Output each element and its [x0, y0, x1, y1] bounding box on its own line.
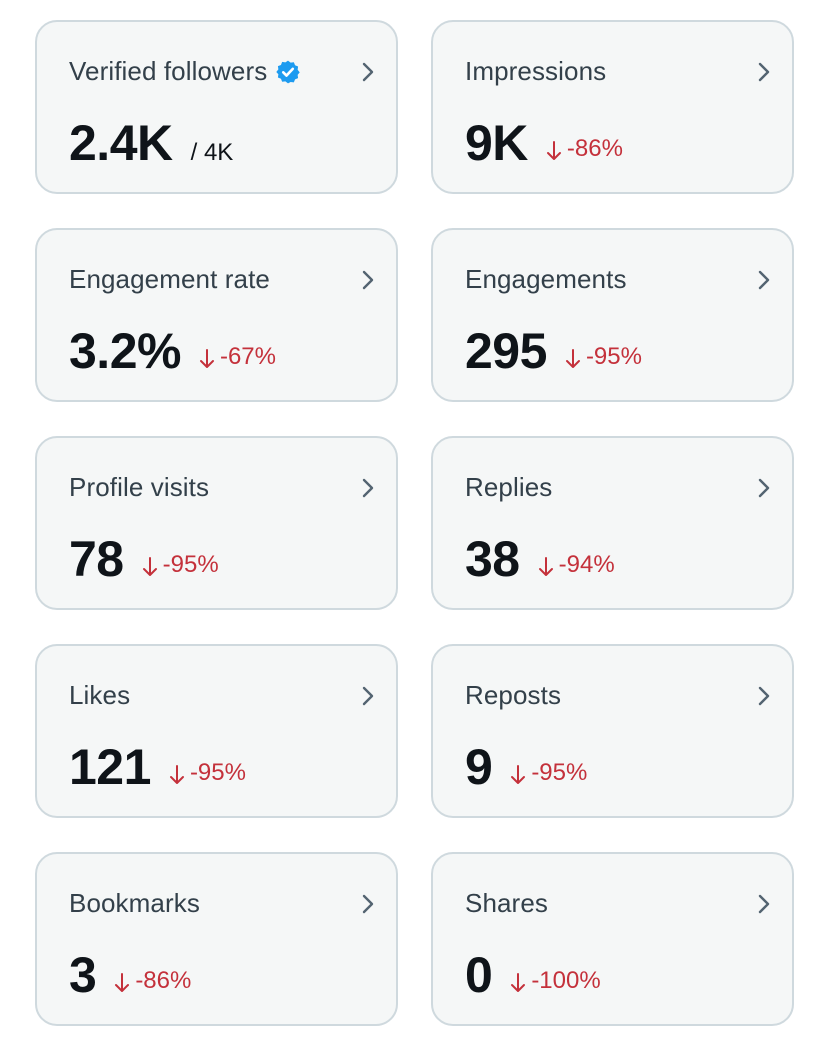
arrow-down-icon — [511, 973, 526, 992]
metric-change: -94% — [538, 551, 615, 579]
metric-change-value: -67% — [219, 343, 276, 370]
metric-card-likes[interactable]: Likes 121 -95% — [35, 644, 398, 818]
metric-change: -86% — [114, 967, 191, 995]
metric-label: Profile visits — [69, 472, 210, 502]
chevron-right-icon — [362, 478, 374, 498]
metric-change: -95% — [169, 759, 246, 787]
metric-value: 9K — [465, 115, 528, 171]
metric-card-profile-visits[interactable]: Profile visits 78 -95% — [35, 436, 398, 610]
metric-change: -86% — [546, 135, 623, 163]
arrow-down-icon — [565, 349, 580, 368]
metric-change-value: -100% — [531, 967, 601, 994]
metric-label: Reposts — [465, 680, 562, 710]
metric-change-value: -86% — [566, 135, 623, 162]
metric-label: Engagements — [465, 264, 627, 294]
metric-value-row: 3.2% -67% — [69, 322, 276, 380]
metric-label: Shares — [465, 888, 548, 918]
metric-card-reposts[interactable]: Reposts 9 -95% — [431, 644, 794, 818]
metric-change-value: -95% — [162, 551, 219, 578]
metric-change: -67% — [199, 343, 276, 371]
metric-value-row: 9K -86% — [465, 114, 623, 172]
arrow-down-icon — [142, 557, 157, 576]
metric-card-impressions[interactable]: Impressions 9K -86% — [431, 20, 794, 194]
arrow-down-icon — [199, 349, 214, 368]
metric-change-value: -95% — [531, 759, 588, 786]
metric-total: / 4K — [190, 139, 234, 166]
chevron-right-icon — [758, 62, 770, 82]
metric-card-bookmarks[interactable]: Bookmarks 3 -86% — [35, 852, 398, 1026]
metric-value-row: 0 -100% — [465, 946, 601, 1004]
metric-card-replies[interactable]: Replies 38 -94% — [431, 436, 794, 610]
metric-label: Impressions — [465, 56, 607, 86]
arrow-down-icon — [169, 765, 184, 784]
metric-value-row: 121 -95% — [69, 738, 246, 796]
chevron-right-icon — [758, 686, 770, 706]
metric-change: -100% — [510, 967, 601, 995]
metric-label: Bookmarks — [69, 888, 200, 918]
metric-change: -95% — [510, 759, 587, 787]
metric-card-engagement-rate[interactable]: Engagement rate 3.2% -67% — [35, 228, 398, 402]
metric-value: 295 — [465, 323, 547, 379]
chevron-right-icon — [362, 894, 374, 914]
chevron-right-icon — [758, 894, 770, 914]
metric-label: Engagement rate — [69, 264, 270, 294]
chevron-right-icon — [758, 270, 770, 290]
metric-card-engagements[interactable]: Engagements 295 -95% — [431, 228, 794, 402]
chevron-right-icon — [758, 478, 770, 498]
metric-value: 38 — [465, 531, 520, 587]
metric-value: 0 — [465, 947, 493, 1003]
metric-card-verified-followers[interactable]: Verified followers 2.4K / 4K — [35, 20, 398, 194]
metric-value-row: 295 -95% — [465, 322, 642, 380]
metric-value-row: 2.4K / 4K — [69, 114, 233, 172]
metric-value: 3.2% — [69, 323, 181, 379]
metric-value-row: 78 -95% — [69, 530, 219, 588]
metric-value: 121 — [69, 739, 151, 795]
arrow-down-icon — [546, 141, 561, 160]
chevron-right-icon — [362, 62, 374, 82]
metric-card-shares[interactable]: Shares 0 -100% — [431, 852, 794, 1026]
metric-value: 78 — [69, 531, 124, 587]
metric-value: 3 — [69, 947, 97, 1003]
metric-change: -95% — [142, 551, 219, 579]
metrics-grid: Verified followers 2.4K / 4K Impressions… — [35, 20, 794, 1026]
arrow-down-icon — [538, 557, 553, 576]
chevron-right-icon — [362, 686, 374, 706]
chevron-right-icon — [362, 270, 374, 290]
arrow-down-icon — [511, 765, 526, 784]
metric-label: Replies — [465, 472, 553, 502]
metric-label: Verified followers — [69, 56, 268, 86]
arrow-down-icon — [115, 973, 130, 992]
metric-change-value: -95% — [585, 343, 642, 370]
metric-change: -95% — [565, 343, 642, 371]
metric-change-value: -86% — [135, 967, 192, 994]
metric-change-value: -94% — [558, 551, 615, 578]
metric-value: 2.4K — [69, 115, 173, 171]
verified-badge-icon — [276, 60, 301, 83]
metric-label-row: Verified followers — [69, 56, 301, 87]
metric-change-value: -95% — [189, 759, 246, 786]
metric-value-row: 3 -86% — [69, 946, 191, 1004]
metric-value-row: 38 -94% — [465, 530, 615, 588]
metric-label: Likes — [69, 680, 131, 710]
metric-value: 9 — [465, 739, 493, 795]
metric-value-row: 9 -95% — [465, 738, 587, 796]
